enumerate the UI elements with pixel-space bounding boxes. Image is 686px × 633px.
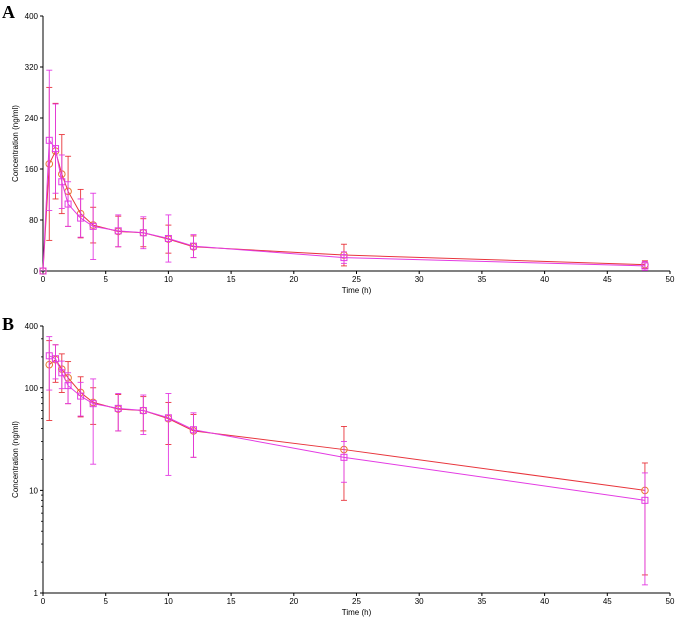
x-tick-label: 25 [352, 597, 361, 606]
x-tick-label: 5 [103, 275, 108, 284]
series-line [48, 358, 645, 491]
x-tick-label: 45 [603, 597, 612, 606]
data-point-square [189, 242, 197, 250]
x-tick-label: 30 [415, 275, 424, 284]
x-tick-label: 35 [477, 597, 486, 606]
panel-a: A 0 5 10 15 20 25 30 35 40 45 50 0 80 160 240 320 400 Time… [2, 2, 675, 295]
data-point-square [164, 234, 172, 242]
panel-b: B 0 5 10 15 20 25 30 35 40 45 50 1 10 100 400 Time (h) Co… [2, 314, 675, 617]
data-point-square [114, 227, 122, 235]
data-point-square [58, 369, 66, 377]
data-point-square [77, 392, 85, 400]
y-tick-label: 160 [25, 165, 39, 174]
series-square [39, 69, 649, 275]
x-tick-label: 0 [41, 275, 46, 284]
data-point-square [164, 414, 172, 422]
x-axis-title: Time (h) [342, 608, 372, 617]
x-tick-label: 25 [352, 275, 361, 284]
x-tick-label: 10 [164, 597, 173, 606]
panel-label: A [2, 2, 15, 22]
series-circle [39, 86, 649, 275]
x-tick-label: 45 [603, 275, 612, 284]
series-square [45, 336, 649, 586]
data-point-square [89, 400, 97, 408]
x-tick-label: 50 [666, 597, 675, 606]
data-point-square [64, 382, 72, 390]
series-line [42, 138, 645, 272]
y-axis-title: Concentration (ng/ml) [11, 421, 20, 498]
x-tick-label: 40 [540, 597, 549, 606]
x-tick-label: 20 [289, 275, 298, 284]
y-tick-label: 400 [25, 322, 39, 331]
y-tick-label: 10 [29, 486, 38, 495]
x-tick-label: 5 [103, 597, 108, 606]
x-tick-label: 15 [227, 275, 236, 284]
data-point-square [39, 267, 47, 275]
data-point-square [139, 229, 147, 237]
x-axis-title: Time (h) [342, 286, 372, 295]
data-point-square [114, 404, 122, 412]
x-tick-label: 50 [666, 275, 675, 284]
data-point-square [340, 453, 348, 461]
y-tick-label: 0 [34, 267, 39, 276]
panel-label: B [2, 314, 14, 334]
data-point-square [64, 200, 72, 208]
data-point-square [189, 426, 197, 434]
data-point-square [52, 355, 60, 363]
x-tick-label: 20 [289, 597, 298, 606]
y-tick-label: 240 [25, 114, 39, 123]
x-tick-label: 10 [164, 275, 173, 284]
x-tick-label: 0 [41, 597, 46, 606]
y-tick-label: 400 [25, 12, 39, 21]
data-point-square [77, 214, 85, 222]
data-point-square [641, 262, 649, 270]
y-tick-label: 80 [29, 216, 38, 225]
x-tick-label: 15 [227, 597, 236, 606]
y-tick-label: 1 [34, 589, 39, 598]
series-line [49, 355, 645, 501]
x-tick-label: 40 [540, 275, 549, 284]
y-tick-label: 100 [25, 384, 39, 393]
data-point-square [58, 178, 66, 186]
data-point-square [89, 222, 97, 230]
data-point-square [340, 254, 348, 262]
x-tick-label: 30 [415, 597, 424, 606]
y-tick-label: 320 [25, 63, 39, 72]
x-tick-label: 35 [477, 275, 486, 284]
y-axis-title: Concentration (ng/ml) [11, 105, 20, 182]
data-point-square [641, 496, 649, 504]
data-point-square [45, 136, 53, 144]
data-point-square [52, 145, 60, 153]
data-point-square [139, 407, 147, 415]
